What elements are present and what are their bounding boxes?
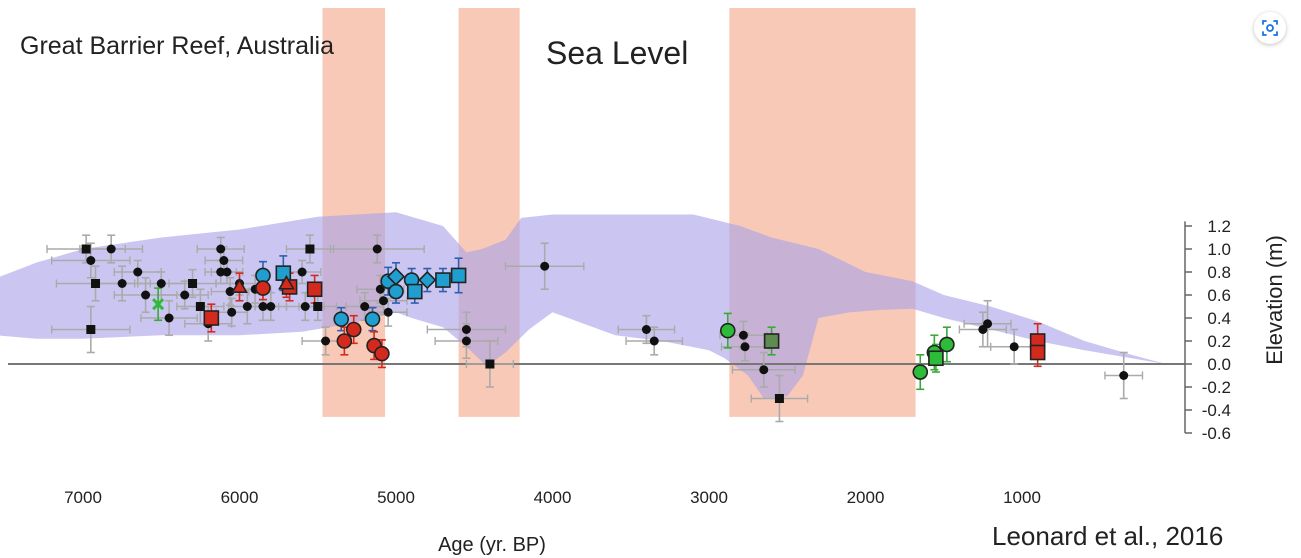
data-point-triangle: [231, 278, 248, 294]
data-point-circle: [216, 244, 226, 254]
data-point-square: [86, 325, 96, 334]
sea-level-envelope: [0, 212, 1166, 399]
data-point-circle: [225, 287, 235, 297]
data-point-circle: [364, 311, 381, 327]
y-tick-label: 0.8: [1207, 263, 1231, 282]
data-point-circle: [939, 336, 955, 353]
y-tick-label: 1.0: [1207, 240, 1231, 259]
data-point-square: [406, 283, 423, 300]
data-point-circle: [649, 336, 659, 346]
data-point-circle: [219, 256, 229, 265]
x-tick-label: 5000: [377, 488, 415, 507]
data-point-square: [450, 267, 467, 284]
data-points: [81, 244, 1129, 403]
data-point-square: [928, 350, 944, 367]
data-point-circle: [540, 261, 550, 271]
x-tick-label: 2000: [847, 488, 885, 507]
data-point-square: [763, 333, 780, 349]
data-point-circle: [300, 302, 310, 311]
data-point-circle: [180, 290, 190, 300]
data-point-circle: [106, 244, 116, 254]
data-point-diamond: [418, 270, 437, 290]
data-point-circle: [333, 311, 350, 327]
data-point-circle: [227, 307, 237, 317]
data-point-triangle: [278, 274, 295, 290]
data-point-circle: [383, 307, 393, 317]
data-point-circle: [266, 302, 276, 311]
data-point-circle: [740, 342, 750, 352]
y-tick-label: 1.2: [1207, 217, 1231, 236]
data-point-circle: [372, 244, 382, 254]
data-point-diamond: [386, 267, 406, 286]
data-point-circle: [297, 267, 307, 277]
sea-level-envelope-area: [0, 212, 1166, 399]
data-point-circle: [156, 279, 166, 288]
y-tick-label: 0.2: [1207, 332, 1231, 351]
data-point-square: [188, 279, 198, 288]
data-point-circle: [719, 322, 736, 339]
data-point-circle: [117, 279, 127, 288]
data-point-circle: [912, 364, 929, 380]
chart-title: Great Barrier Reef, Australia: [20, 32, 334, 60]
data-point-square: [774, 394, 784, 403]
x-tick-label: 7000: [64, 488, 102, 507]
y-tick-label: -0.6: [1202, 424, 1231, 443]
x-tick-label: 1000: [1003, 488, 1041, 507]
x-tick-label: 6000: [221, 488, 259, 507]
y-tick-label: -0.2: [1202, 378, 1231, 397]
y-tick-label: 0.0: [1207, 355, 1231, 374]
data-point-circle: [375, 284, 385, 294]
y-tick-label: 0.6: [1207, 286, 1231, 305]
data-point-circle: [336, 333, 353, 349]
shaded-bands: [322, 8, 916, 417]
lens-search-button[interactable]: [1254, 12, 1286, 44]
data-point-square: [305, 244, 315, 254]
data-point-circle: [321, 336, 331, 346]
data-point-circle: [759, 365, 769, 375]
data-point-square: [195, 302, 205, 311]
axes: 1.2 1.0 0.8 0.6 0.4 0.2 0.0 -0.2 -0.4 -0.6 7000 600…: [8, 217, 1231, 507]
data-point-circle: [216, 267, 226, 277]
data-point-square: [1029, 344, 1046, 361]
data-point-circle: [345, 321, 362, 338]
data-point-circle: [461, 336, 471, 346]
data-point-circle: [86, 256, 96, 265]
data-point-circle: [461, 325, 471, 334]
data-point-square: [306, 281, 323, 298]
data-point-x: [152, 298, 165, 311]
lens-icon: [1262, 20, 1278, 36]
data-point-circle: [141, 290, 151, 300]
data-point-circle: [360, 302, 370, 311]
data-point-circle: [164, 313, 174, 323]
credit-label: Leonard et al., 2016: [992, 521, 1223, 551]
data-point-square: [81, 244, 91, 254]
data-point-circle: [388, 283, 404, 300]
x-axis-label: Age (yr. BP): [438, 534, 546, 556]
data-point-square: [313, 302, 323, 311]
data-point-circle: [641, 325, 651, 334]
data-point-circle: [738, 330, 748, 340]
data-point-circle: [374, 345, 390, 362]
data-point-circle: [258, 302, 268, 311]
y-axis-label: Elevation (m): [1262, 235, 1287, 365]
data-point-circle: [983, 319, 993, 329]
y-tick-label: -0.4: [1202, 401, 1231, 420]
sea-level-label: Sea Level: [546, 35, 688, 71]
y-tick-label: 0.4: [1207, 309, 1231, 328]
data-point-square: [203, 310, 220, 326]
x-tick-label: 4000: [534, 488, 572, 507]
x-tick-label: 3000: [690, 488, 728, 507]
data-point-circle: [1009, 342, 1019, 352]
data-point-square: [435, 272, 451, 288]
data-point-circle: [255, 280, 271, 296]
data-point-circle: [242, 302, 252, 311]
data-point-square: [91, 279, 101, 288]
data-point-square: [485, 359, 495, 369]
data-point-circle: [133, 267, 143, 277]
data-point-circle: [378, 296, 388, 306]
data-point-circle: [222, 267, 232, 277]
data-point-circle: [1119, 371, 1129, 380]
